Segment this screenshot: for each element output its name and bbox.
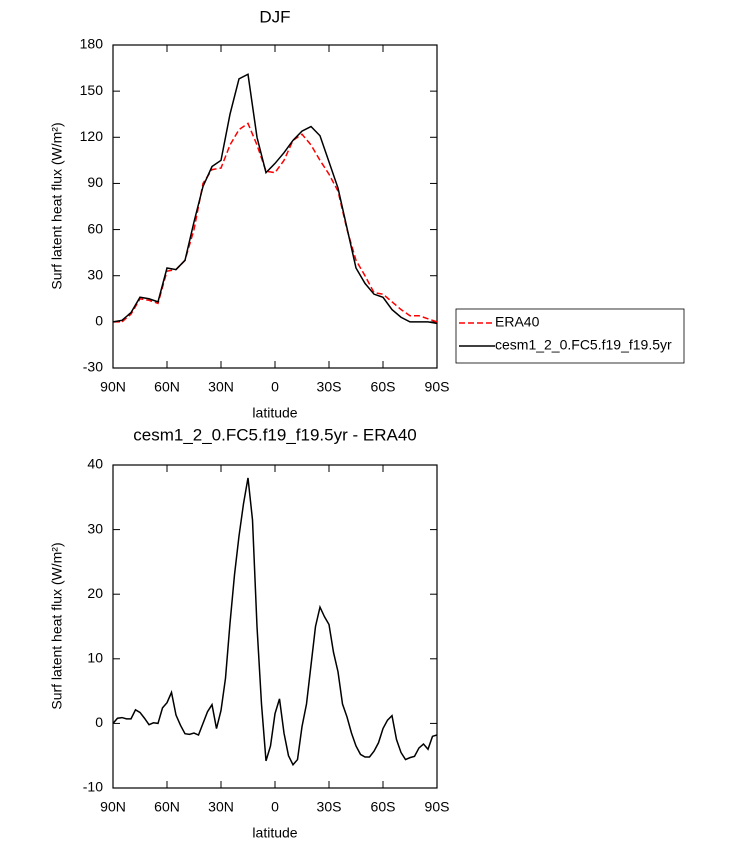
x-tick-label: 30S bbox=[317, 379, 342, 395]
y-tick-label: 30 bbox=[87, 266, 103, 282]
y-tick-label: 10 bbox=[87, 650, 103, 666]
x-tick-label: 30N bbox=[208, 799, 234, 815]
y-axis-label: Surf latent heat flux (W/m²) bbox=[49, 542, 65, 709]
plot-frame bbox=[112, 464, 438, 789]
x-tick-label: 60N bbox=[154, 379, 180, 395]
x-tick-label: 60S bbox=[371, 799, 396, 815]
legend-box bbox=[455, 308, 685, 364]
y-tick-label: 90 bbox=[87, 174, 103, 190]
data-line bbox=[112, 73, 438, 325]
y-tick-label: 120 bbox=[80, 128, 104, 144]
x-tick-label: 60S bbox=[371, 379, 396, 395]
y-tick-label: 40 bbox=[87, 456, 103, 472]
y-tick-label: 0 bbox=[95, 313, 103, 329]
y-tick-label: 0 bbox=[95, 714, 103, 730]
y-axis-label: Surf latent heat flux (W/m²) bbox=[49, 122, 65, 289]
legend-label: cesm1_2_0.FC5.f19_f19.5yr bbox=[495, 337, 672, 353]
x-tick-label: 90N bbox=[100, 379, 126, 395]
x-axis-label: latitude bbox=[252, 825, 297, 841]
data-line bbox=[113, 122, 438, 323]
x-tick-label: 60N bbox=[154, 799, 180, 815]
y-tick-label: 150 bbox=[80, 82, 104, 98]
legend-label: ERA40 bbox=[495, 314, 540, 330]
y-tick-label: 60 bbox=[87, 220, 103, 236]
data-line bbox=[112, 477, 438, 767]
y-tick-label: -30 bbox=[83, 359, 103, 375]
x-tick-label: 0 bbox=[271, 379, 279, 395]
x-axis-label: latitude bbox=[252, 405, 297, 421]
x-tick-label: 90S bbox=[425, 799, 450, 815]
plot-frame bbox=[112, 44, 438, 369]
y-tick-label: 180 bbox=[80, 36, 104, 52]
x-tick-label: 90N bbox=[100, 799, 126, 815]
chart-title: DJF bbox=[259, 7, 290, 26]
y-tick-label: 30 bbox=[87, 520, 103, 536]
x-tick-label: 90S bbox=[425, 379, 450, 395]
chart-title: cesm1_2_0.FC5.f19_f19.5yr - ERA40 bbox=[133, 425, 416, 444]
x-tick-label: 0 bbox=[271, 799, 279, 815]
x-tick-label: 30S bbox=[317, 799, 342, 815]
y-tick-label: 20 bbox=[87, 585, 103, 601]
x-tick-label: 30N bbox=[208, 379, 234, 395]
y-tick-label: -10 bbox=[83, 779, 103, 795]
